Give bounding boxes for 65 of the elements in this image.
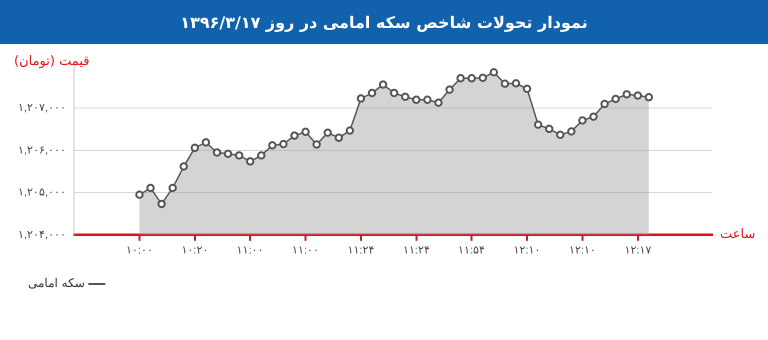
x-tick-label: ۱۲:۱۰: [514, 244, 541, 256]
point: [622, 90, 631, 98]
chart-title: نمودار تحولات شاخص سکه امامی در روز ۱۳۹۶/۳/۱۷: [0, 0, 768, 44]
point: [312, 140, 321, 149]
point: [212, 148, 222, 157]
point: [490, 68, 498, 77]
point: [456, 74, 465, 82]
y-tick-label: ۱,۲۰۶,۰۰۰: [18, 144, 66, 156]
point: [644, 93, 654, 102]
point: [378, 80, 388, 89]
x-tick-label: ۱۲:۱۰: [568, 244, 596, 256]
point: [257, 151, 266, 160]
point: [190, 144, 200, 152]
point: [202, 138, 210, 147]
point: [500, 80, 510, 88]
point: [279, 140, 288, 148]
point: [412, 96, 421, 104]
point: [290, 131, 299, 140]
point: [301, 128, 310, 136]
point: [401, 92, 410, 102]
point: [334, 134, 343, 142]
y-tick-label: ۱,۲۰۵,۰۰۰: [18, 186, 66, 199]
text: ساعت: [720, 227, 756, 242]
point: [634, 91, 642, 100]
x-tick-label: ۱۱:۲۴: [402, 244, 430, 256]
x-tick-label: ۱۲:۱۷: [624, 244, 652, 256]
x-tick-label: ۱۱:۰۰: [236, 244, 264, 256]
point: [246, 157, 254, 166]
point: [356, 94, 366, 103]
point: [135, 190, 144, 199]
x-tick-label: ۱۰:۰۰: [126, 244, 153, 256]
x-tick-label: ۱۱:۵۴: [458, 244, 486, 256]
point: [600, 100, 609, 108]
point: [534, 120, 542, 129]
point: [180, 162, 188, 171]
y-tick-label: ۱,۲۰۴,۰۰۰: [18, 228, 66, 241]
x-tick-label: ۱۱:۲۴: [347, 244, 374, 256]
point: [467, 74, 476, 82]
point: [324, 128, 332, 137]
point: [545, 124, 554, 134]
point: [611, 94, 620, 104]
point: [224, 150, 232, 158]
x-tick-label: ۱۰:۲۰: [181, 244, 208, 256]
point: [268, 141, 277, 150]
point: [146, 184, 155, 192]
point: [567, 127, 576, 136]
point: [346, 126, 354, 135]
point: [589, 112, 598, 121]
point: [423, 96, 432, 104]
y-tick-label: ۱,۲۰۷,۰۰۰: [18, 102, 66, 114]
point: [522, 84, 532, 93]
point: [157, 200, 166, 208]
point: [368, 88, 376, 98]
point: [168, 184, 177, 192]
point: [390, 88, 398, 98]
legend-label: سکه امامی: [28, 276, 85, 290]
point: [556, 130, 564, 139]
point: [445, 85, 454, 94]
y-axis-title: قیمت (تومان): [14, 54, 90, 69]
point: [234, 151, 244, 160]
point: [512, 79, 520, 88]
point: [578, 116, 587, 125]
point: [478, 74, 487, 82]
point: [434, 98, 443, 107]
x-tick-label: ۱۱:۰۰: [292, 244, 320, 256]
